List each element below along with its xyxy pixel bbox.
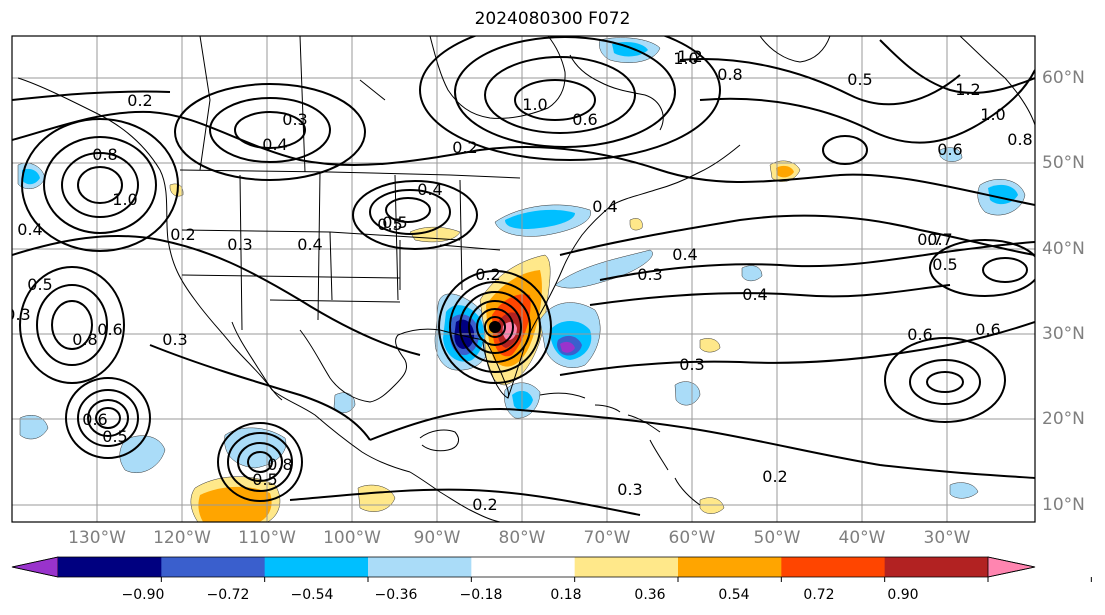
colorbar-segment xyxy=(161,557,266,577)
contour-label: 0.5 xyxy=(847,70,872,89)
lon-label: 70°W xyxy=(583,528,631,548)
contour-label: 0.4 xyxy=(672,245,697,264)
lat-label: 60°N xyxy=(1042,68,1085,88)
colorbar-tick-label: −0.72 xyxy=(206,587,250,603)
contour-label: 0.2 xyxy=(127,91,152,110)
contour-label: 1.0 xyxy=(522,95,547,114)
contour-label: 0.2 xyxy=(170,225,195,244)
lat-label: 40°N xyxy=(1042,239,1085,259)
colorbar-tick-label: 0.36 xyxy=(634,587,666,603)
lon-label: 110°W xyxy=(238,528,296,548)
colorbar-extend-high xyxy=(987,556,1036,578)
contour-label: 0.4 xyxy=(592,197,617,216)
contour-label: 0.4 xyxy=(742,285,767,304)
colorbar-tick-label: −0.36 xyxy=(374,587,418,603)
lon-label: 90°W xyxy=(413,528,461,548)
lon-label: 40°W xyxy=(838,528,886,548)
lon-label: 60°W xyxy=(668,528,716,548)
colorbar-tick-label: −0.90 xyxy=(121,587,165,603)
colorbar-segment xyxy=(368,557,472,577)
contour-label: 0.6 xyxy=(572,110,597,129)
colorbar xyxy=(11,556,1092,582)
contour-label: 0.2 xyxy=(475,265,500,284)
contour-label: 0.4 xyxy=(262,135,287,154)
colorbar-segment xyxy=(58,557,162,577)
colorbar-tick-label: 0.18 xyxy=(550,587,582,603)
contour-label: 0.6 xyxy=(937,140,962,159)
contour-label: 0.6 xyxy=(82,410,107,429)
contour-label: 0.8 xyxy=(72,330,97,349)
contour-label: 0.4 xyxy=(297,235,322,254)
contour-label: 0.3 xyxy=(5,305,30,324)
contour-label: 0.3 xyxy=(637,265,662,284)
colorbar-segment xyxy=(264,557,369,577)
lon-label: 120°W xyxy=(153,528,211,548)
contour-label: 0.4 xyxy=(17,220,42,239)
contour-label: 0.3 xyxy=(679,355,704,374)
lon-label: 30°W xyxy=(923,528,971,548)
colorbar-segment xyxy=(471,557,576,577)
contour-label: 1.2 xyxy=(955,80,980,99)
contour-label: 0.7 xyxy=(917,230,942,249)
contour-label: 0.6 xyxy=(975,320,1000,339)
contour-label: 0.8 xyxy=(267,455,292,474)
lat-label: 10°N xyxy=(1042,495,1085,515)
colorbar-tick-label: 0.72 xyxy=(803,587,835,603)
contour-label: 0.3 xyxy=(227,235,252,254)
contour-label: 0.5 xyxy=(932,255,957,274)
contour-label: 0.3 xyxy=(282,110,307,129)
contour-label: 0.5 xyxy=(252,470,277,489)
colorbar-tick-label: −0.18 xyxy=(459,587,503,603)
colorbar-extend-low xyxy=(11,556,59,578)
contour-label: 0.8 xyxy=(1007,130,1032,149)
contour-label: 0.2 xyxy=(472,495,497,514)
contour-label: 0.8 xyxy=(717,65,742,84)
colorbar-tick-label: 0.54 xyxy=(718,587,750,603)
colorbar-segment xyxy=(574,557,679,577)
contour-label: 0.5 xyxy=(382,213,407,232)
contour-label: 0.5 xyxy=(102,427,127,446)
shading-layer xyxy=(17,37,1026,522)
contour-label: 0.4 xyxy=(417,180,442,199)
lon-label: 50°W xyxy=(753,528,801,548)
lat-label: 50°N xyxy=(1042,153,1085,173)
colorbar-frame xyxy=(11,556,1036,578)
lon-label: 80°W xyxy=(498,528,546,548)
lon-label: 100°W xyxy=(323,528,381,548)
colorbar-tick-label: 0.90 xyxy=(887,587,919,603)
contour-label: 0.6 xyxy=(97,320,122,339)
contour-lines xyxy=(12,36,1035,516)
contour-label: 0.6 xyxy=(907,325,932,344)
colorbar-segment xyxy=(781,557,886,577)
lon-label: 130°W xyxy=(68,528,126,548)
contour-label: 0.8 xyxy=(92,145,117,164)
chart-title: 2024080300 F072 xyxy=(474,9,631,29)
contour-label: 1.0 xyxy=(112,190,137,209)
contour-label: 0.5 xyxy=(377,215,402,234)
contour-label: 0.2 xyxy=(452,138,477,157)
contour-labels: 0.2 0.4 0.3 1.0 0.8 0.6 1.2 0.7 0.5 0.3 … xyxy=(5,47,1033,514)
colorbar-segment xyxy=(884,557,989,577)
contour-label: 0.3 xyxy=(162,330,187,349)
lat-label: 20°N xyxy=(1042,409,1085,429)
lat-label: 30°N xyxy=(1042,324,1085,344)
contour-label: 0.7 xyxy=(927,230,952,249)
contour-label: 1.0 xyxy=(980,105,1005,124)
contour-label: 1.0 xyxy=(673,49,698,68)
colorbar-segment xyxy=(678,557,782,577)
contour-label: 1.2 xyxy=(677,47,702,66)
contour-label: 0.2 xyxy=(762,467,787,486)
colorbar-tick-label: −0.54 xyxy=(290,587,334,603)
map-frame xyxy=(11,35,1036,523)
contour-label: 0.5 xyxy=(27,275,52,294)
contour-label: 0.3 xyxy=(617,480,642,499)
